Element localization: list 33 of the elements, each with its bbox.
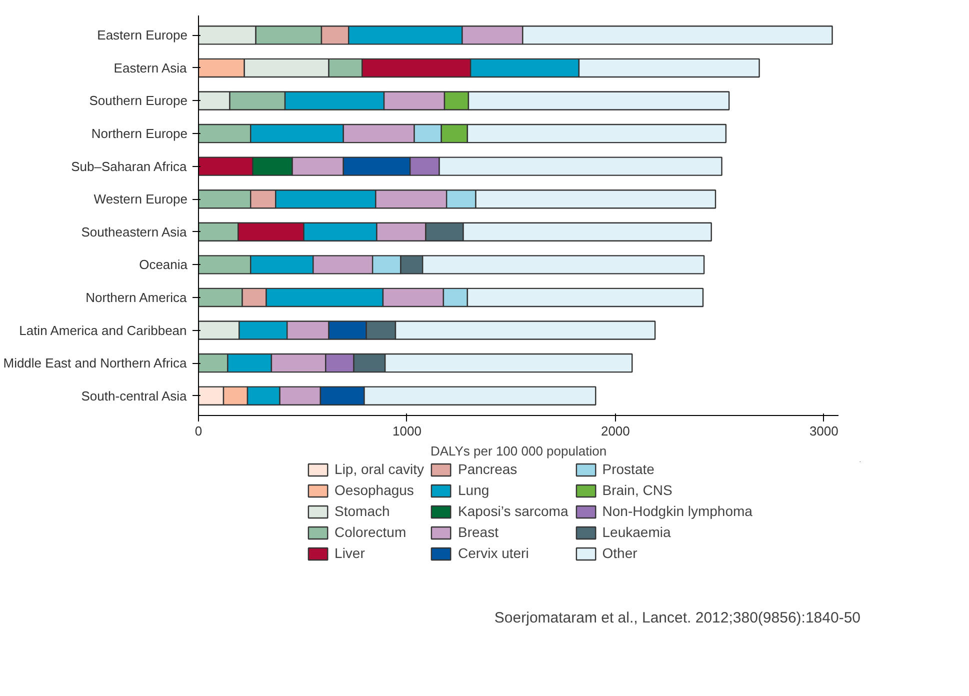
legend-label: Pancreas	[458, 461, 518, 477]
y-tick-label: Northern America	[86, 290, 188, 305]
y-tick-label: Eastern Europe	[97, 28, 188, 43]
legend-label: Other	[602, 545, 638, 561]
x-tick-label: 3000	[809, 424, 838, 438]
y-tick-label: Northern Europe	[91, 126, 188, 142]
text: Soerjomataram et al., Lancet. 2012;380(9856):1840-50	[494, 610, 861, 626]
y-tick-label: Sub–Saharan Africa	[71, 158, 188, 174]
y-tick-label: Oceania	[139, 257, 188, 272]
y-tick-label: Middle East and Northern Africa	[3, 356, 188, 371]
legend-label: Brain, CNS	[602, 482, 672, 498]
x-axis-title: DALYs per 100 000 population	[430, 444, 607, 458]
legend-label: Kaposi’s sarcoma	[458, 503, 568, 519]
y-tick-label: Southern Europe	[89, 93, 188, 108]
x-tick-label: 0	[194, 424, 202, 438]
legend-label: Lip, oral cavity	[334, 461, 424, 477]
legend-label: Oesophagus	[334, 482, 414, 498]
y-tick-label: Eastern Asia	[114, 60, 188, 76]
y-tick-label: Southeastern Asia	[81, 224, 188, 240]
y-tick-label: South-central Asia	[81, 388, 188, 404]
legend-label: Cervix uteri	[458, 545, 529, 561]
legend-label: Colorectum	[334, 524, 406, 540]
legend-label: Prostate	[602, 461, 654, 477]
legend-label: Breast	[458, 524, 498, 540]
legend-label: Stomach	[334, 503, 390, 519]
y-tick-label: Western Europe	[94, 192, 188, 207]
legend-label: Lung	[458, 482, 490, 498]
legend-label: Leukaemia	[602, 524, 671, 540]
legend-label: Liver	[334, 545, 365, 561]
x-tick-label: 1000	[392, 424, 422, 438]
x-tick-label: 2000	[600, 424, 630, 438]
legend-label: Non-Hodgkin lymphoma	[602, 503, 752, 519]
y-tick-label: Latin America and Caribbean	[19, 322, 187, 338]
